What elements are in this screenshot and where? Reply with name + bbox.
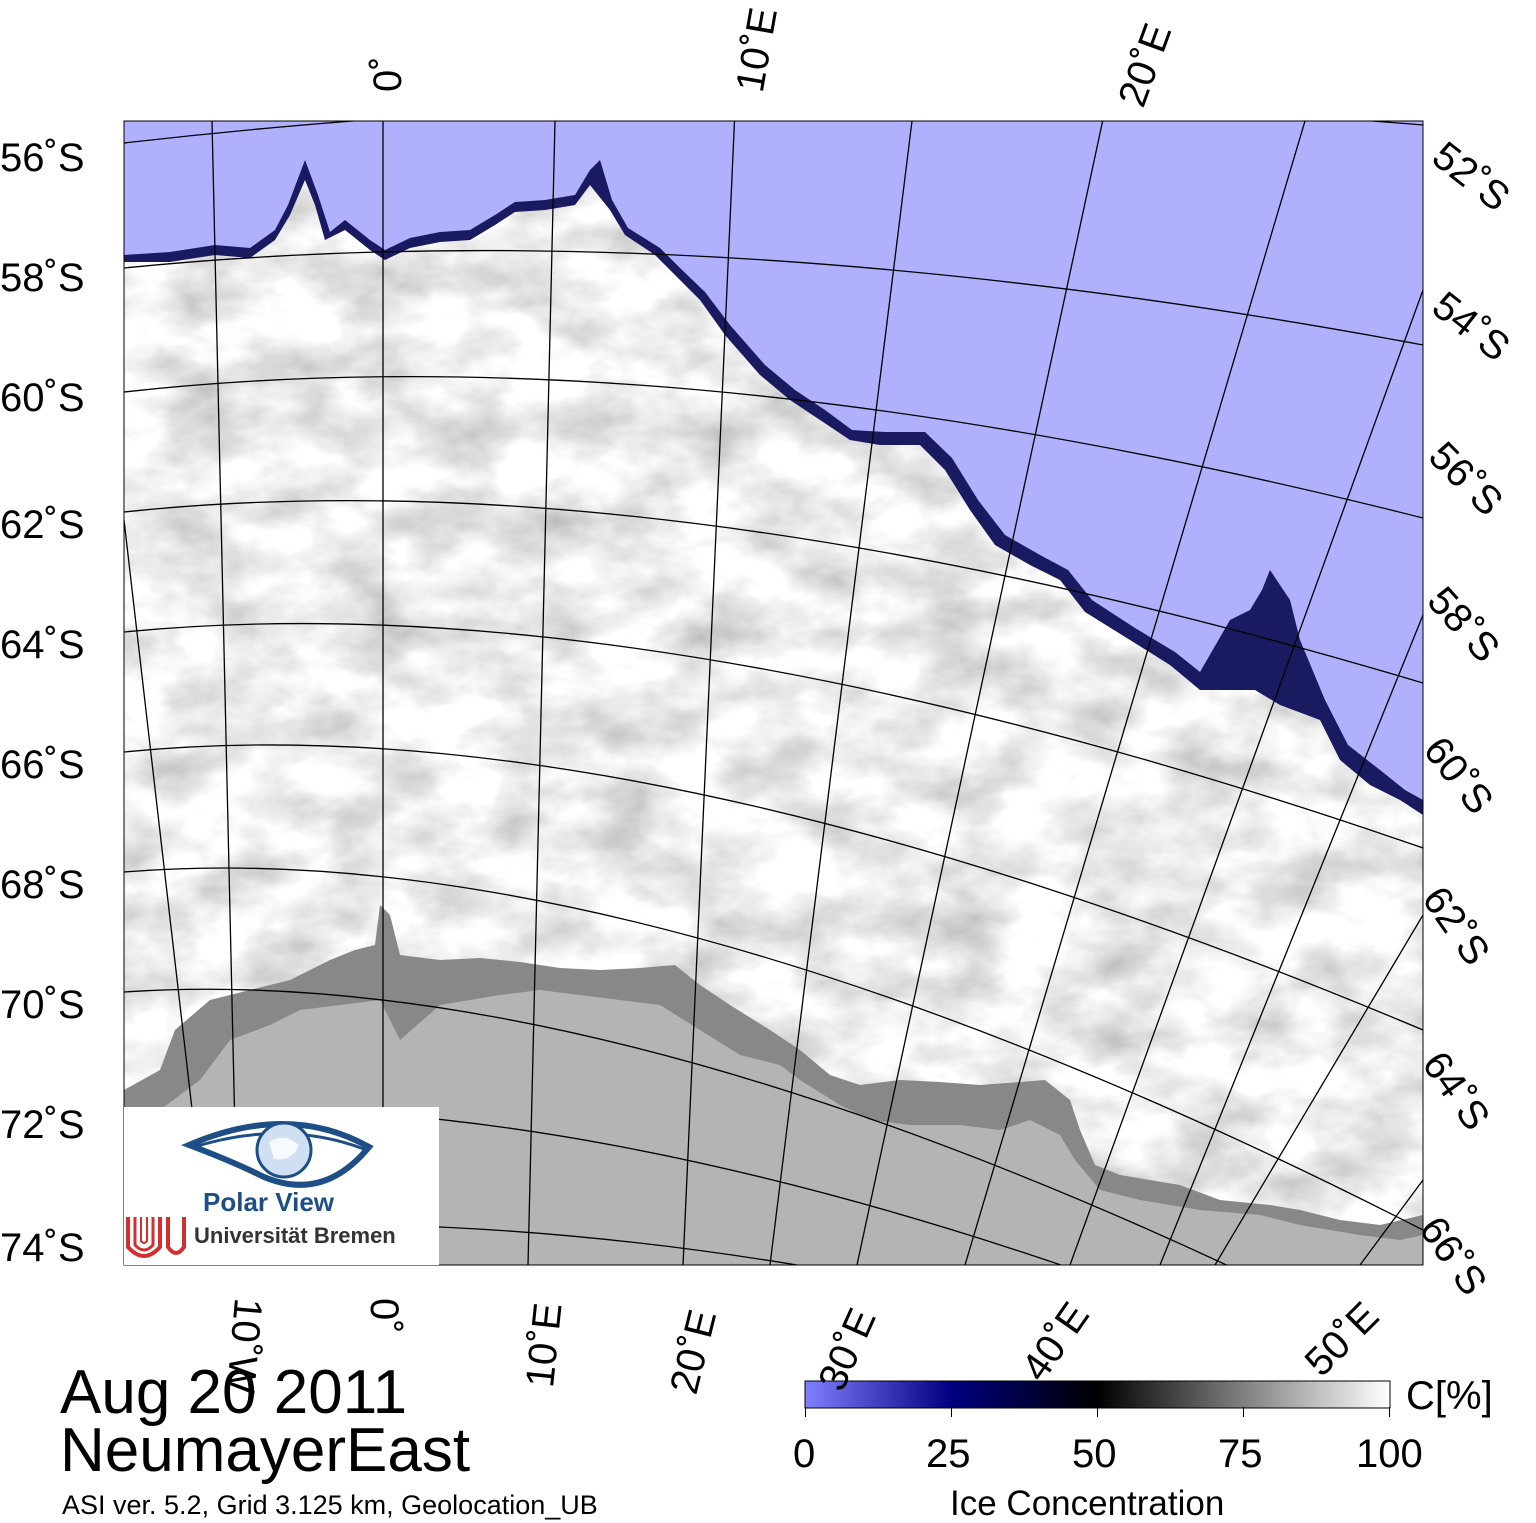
lon-label-bottom-10e: 10˚E (518, 1300, 571, 1390)
colorbar-label-50: 50 (1072, 1432, 1117, 1476)
lon-label-bottom-0: 0˚ (362, 1298, 406, 1334)
colorbar-label-100: 100 (1356, 1432, 1423, 1476)
colorbar-label-25: 25 (926, 1432, 971, 1476)
lat-label-66s: 66˚S (0, 743, 85, 787)
colorbar-tick (1389, 1407, 1390, 1417)
lat-label-74s: 74˚S (0, 1226, 85, 1270)
lat-label-62s: 62˚S (0, 503, 85, 547)
lat-label-64s: 64˚S (0, 623, 85, 667)
lat-label-60s: 60˚S (0, 376, 85, 420)
map-region: NeumayerEast (60, 1416, 471, 1485)
lat-label-56s: 56˚S (0, 136, 85, 180)
open-water (124, 121, 1423, 800)
antarctic-land (124, 990, 1423, 1265)
logo-brand-text: Polar View (203, 1187, 335, 1217)
colorbar-gradient (804, 1380, 1391, 1409)
lat-label-58s: 58˚S (0, 256, 85, 300)
eye-logo-icon (126, 1121, 374, 1258)
colorbar-label-75: 75 (1218, 1432, 1263, 1476)
map-metadata: ASI ver. 5.2, Grid 3.125 km, Geolocation… (62, 1490, 598, 1520)
logo-institution-text: Universität Bremen (194, 1223, 396, 1248)
colorbar-label-0: 0 (793, 1432, 816, 1476)
uni-bremen-emblem-icon (126, 1217, 186, 1258)
lon-label-top-0: 0˚ (366, 56, 410, 92)
latitude-graticule (124, 121, 1423, 1265)
colorbar-tick (1243, 1407, 1244, 1417)
colorbar-tick (805, 1407, 806, 1417)
colorbar-tick (1097, 1407, 1098, 1417)
colorbar-title: Ice Concentration (950, 1484, 1225, 1523)
colorbar-tick (951, 1407, 952, 1417)
map-border (123, 120, 1424, 1266)
polar-view-logo: Polar View Universität Bremen (124, 1107, 439, 1265)
map-date: Aug 20 2011 (60, 1358, 408, 1427)
lat-label-68s: 68˚S (0, 863, 85, 907)
lat-label-72s: 72˚S (0, 1103, 85, 1147)
lat-label-70s: 70˚S (0, 983, 85, 1027)
colorbar-unit: C[%] (1406, 1374, 1493, 1418)
